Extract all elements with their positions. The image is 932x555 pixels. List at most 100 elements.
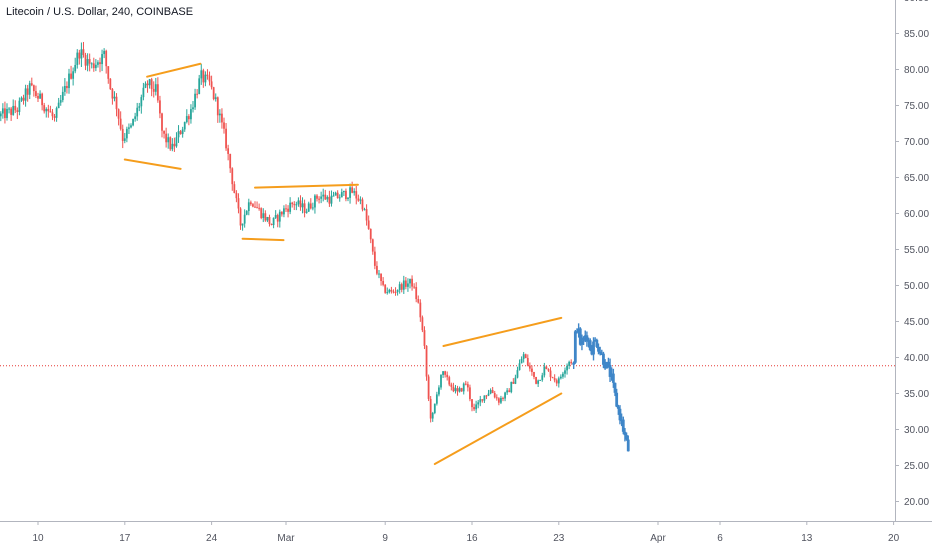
candle-body [68, 73, 70, 89]
candle-body [351, 187, 354, 193]
candle-body [183, 122, 186, 130]
candle-body [264, 213, 267, 221]
candle-body [402, 280, 405, 290]
candle-body [555, 380, 558, 384]
candle-body [322, 194, 325, 197]
candle-body [99, 62, 101, 65]
candle-body [444, 371, 447, 375]
candle-body [233, 184, 236, 193]
candle-body [57, 102, 60, 109]
candle-body [520, 358, 523, 364]
candle-body [202, 70, 205, 83]
candle-body [371, 239, 374, 252]
candle-body [469, 387, 471, 400]
candle-body [136, 107, 139, 117]
candle-body [16, 110, 19, 112]
candle-body [225, 128, 227, 149]
candle-body [218, 113, 221, 116]
candle-body [367, 220, 370, 229]
y-tick-label: 30.00 [904, 425, 929, 436]
candle-body [270, 223, 273, 226]
x-tick-label: 20 [888, 533, 900, 544]
candle-body [169, 137, 172, 150]
candle-body [411, 278, 413, 287]
candle-body [388, 289, 391, 293]
candle-body [206, 74, 209, 76]
projection-bar [600, 353, 604, 356]
projection-bar [588, 340, 592, 351]
candle-body [504, 392, 506, 399]
candle-body [332, 195, 335, 197]
projection-bar [575, 331, 579, 333]
candle-body [502, 397, 504, 399]
candle-body [485, 395, 488, 397]
candle-body [295, 204, 298, 206]
candle-body [528, 365, 531, 369]
candle-body [491, 390, 494, 394]
candle-body [154, 84, 157, 92]
projection-bar [597, 346, 600, 352]
x-tick-label: 10 [32, 533, 44, 544]
candle-body [326, 196, 329, 200]
candle-body [97, 62, 99, 65]
candle-body [419, 302, 422, 318]
candle-body [237, 198, 240, 209]
projection-bar [626, 439, 630, 452]
candle-body [152, 88, 155, 92]
candle-body [559, 376, 562, 379]
candle-body [489, 390, 492, 394]
candle-body [128, 127, 130, 129]
projection-bar [607, 361, 610, 365]
candle-body [198, 78, 201, 94]
projection-bar [618, 408, 622, 421]
candle-body [165, 133, 168, 143]
candle-body [386, 292, 389, 294]
candle-body [481, 399, 484, 401]
candle-body [179, 131, 182, 135]
candle-body [70, 73, 72, 79]
candle-body [460, 388, 463, 392]
candle-body [291, 202, 294, 205]
candle-body [190, 109, 192, 120]
candle-body [549, 370, 552, 378]
candle-body [82, 49, 85, 56]
candle-body [533, 371, 535, 377]
candle-body [500, 397, 502, 403]
candle-body [0, 113, 2, 117]
candle-body [113, 96, 116, 99]
candle-body [247, 202, 250, 212]
candle-body [462, 383, 465, 392]
candle-body [289, 202, 292, 212]
candle-body [287, 208, 289, 212]
candle-body [55, 108, 58, 118]
candle-body [130, 125, 132, 128]
candle-body [192, 107, 194, 110]
x-tick-label: Apr [650, 533, 666, 544]
candle-body [171, 143, 174, 150]
candle-body [456, 388, 459, 392]
candle-body [479, 399, 482, 403]
plot-area [0, 41, 895, 466]
candle-body [173, 143, 176, 147]
candle-body [562, 373, 564, 377]
projection-bar [587, 340, 590, 342]
candle-body [72, 71, 75, 79]
candle-body [37, 96, 39, 99]
projection-bar [616, 406, 620, 409]
candle-body [6, 108, 8, 119]
candle-body [283, 208, 285, 215]
projection-bar [625, 435, 628, 440]
candle-body [210, 81, 213, 88]
projection-bar [583, 335, 587, 338]
candle-body [311, 207, 314, 209]
x-tick-label: 23 [553, 533, 565, 544]
projection-bar [593, 339, 597, 342]
candle-body [564, 370, 566, 374]
candle-body [239, 208, 242, 226]
y-tick-label: 75.00 [904, 101, 929, 112]
projection-bar [620, 419, 624, 422]
candle-body [235, 192, 238, 199]
y-tick-label: 65.00 [904, 173, 929, 184]
